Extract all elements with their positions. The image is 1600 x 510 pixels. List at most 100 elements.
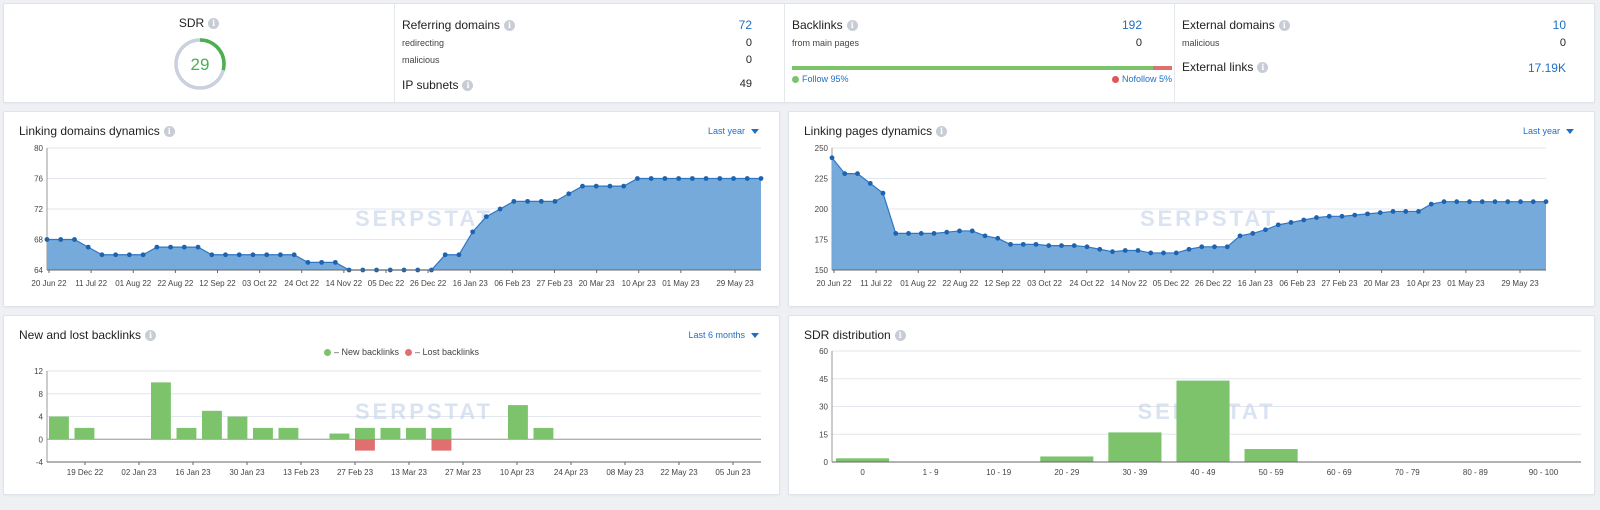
bar [836,458,890,462]
referring-row-label: redirecting [402,38,445,48]
x-tick-label: 05 Dec 22 [1153,279,1190,288]
info-icon[interactable]: i [1257,62,1269,74]
info-icon[interactable]: i [846,20,858,32]
data-point [305,259,311,265]
y-tick-label: -4 [36,458,44,467]
data-point [662,176,668,181]
data-point [1428,201,1434,207]
bar-new [431,427,452,440]
legend-new[interactable]: – New backlinks [324,347,399,357]
info-icon[interactable]: i [894,330,906,342]
data-point [1237,233,1243,239]
info-icon[interactable]: i [1278,20,1290,32]
data-point [1339,213,1345,219]
x-tick-label: 14 Nov 22 [1111,279,1148,288]
y-tick-label: 250 [815,144,829,153]
bar [1244,449,1298,462]
x-tick-label: 03 Oct 22 [1027,279,1062,288]
y-tick-label: 45 [819,375,828,384]
period-dropdown[interactable]: Last year [1523,126,1574,136]
data-point [332,259,338,265]
data-point [154,244,160,250]
data-point [497,206,503,212]
info-icon[interactable]: i [936,126,948,138]
legend-lost[interactable]: – Lost backlinks [405,347,479,357]
bar [1176,380,1230,462]
x-tick-label: 27 Mar 23 [445,468,482,477]
x-tick-label: 11 Jul 22 [75,279,107,288]
data-point [1505,199,1511,205]
info-icon[interactable]: i [504,20,516,32]
x-tick-label: 40 - 49 [1191,468,1216,477]
data-point [140,252,146,258]
external-block: External domains i 10 malicious 0 Externa… [1174,4,1596,104]
info-icon[interactable]: i [145,330,157,342]
y-tick-label: 8 [39,390,44,399]
data-point [703,176,709,181]
linking-pages-chart: 150 175 200 225 250 SERPSTAT 20 Jun 22 11 Jul 2… [815,144,1549,288]
chevron-down-icon [751,129,759,135]
data-point [842,171,848,177]
data-point [195,244,201,250]
x-tick-label: 16 Jan 23 [1238,279,1274,288]
data-point [607,183,613,189]
linking-pages-panel: Linking pages dynamics i Last year 150 175… [788,111,1595,307]
data-point [648,176,654,181]
linking-domains-chart: 64 68 72 76 80 SERPSTAT 20 Jun 22 11 Jul 22 01 A… [31,144,764,288]
y-tick-label: 72 [34,205,43,214]
data-point [1173,250,1179,256]
y-tick-label: 0 [824,458,829,467]
info-icon[interactable]: i [208,18,220,30]
external-domains-title: External domains [1182,18,1275,32]
backlinks-sub-value: 0 [1135,37,1142,49]
data-point [442,252,448,258]
external-links-value[interactable]: 17.19K [1527,61,1566,75]
x-tick-label: 29 May 23 [1501,279,1539,288]
data-point [1008,241,1013,247]
data-point [1250,231,1256,236]
x-tick-label: 01 May 23 [1447,279,1485,288]
external-domains-value[interactable]: 10 [1552,18,1566,32]
panel-title: Linking pages dynamics [804,124,933,138]
new-lost-panel: New and lost backlinks i Last 6 months – … [3,315,780,495]
info-icon[interactable]: i [163,126,175,138]
x-tick-label: 16 Jan 23 [453,279,489,288]
referring-value[interactable]: 72 [738,18,752,32]
period-dropdown[interactable]: Last 6 months [688,330,759,340]
x-tick-label: 24 Oct 22 [284,279,319,288]
bar-new [278,427,299,440]
period-dropdown[interactable]: Last year [708,126,759,136]
info-icon[interactable]: i [462,80,474,92]
data-point [758,176,764,181]
x-tick-label: 12 Sep 22 [199,279,236,288]
data-point [511,198,517,204]
data-point [525,198,530,204]
data-point [731,176,736,181]
area-fill [47,178,761,270]
bar [1108,432,1162,462]
follow-label: Follow 95% [802,74,849,84]
data-point [44,237,50,242]
data-point [58,237,64,242]
data-point [1288,220,1294,225]
x-tick-label: 90 - 100 [1529,468,1559,477]
data-point [538,198,544,204]
data-point [85,244,91,250]
x-tick-label: 12 Sep 22 [984,279,1021,288]
data-point [209,252,215,258]
sdr-value: 29 [191,55,210,74]
data-point [867,180,873,186]
data-point [1390,209,1396,214]
x-tick-label: 60 - 69 [1327,468,1352,477]
x-tick-label: 01 Aug 22 [115,279,152,288]
backlinks-value[interactable]: 192 [1121,18,1142,32]
panel-title: New and lost backlinks [19,328,142,342]
x-tick-label: 08 May 23 [606,468,644,477]
data-point [1263,227,1268,233]
data-point [278,252,283,258]
y-tick-label: 12 [34,367,43,376]
data-point [1416,209,1421,214]
backlinks-title: Backlinks [792,18,843,32]
data-point [483,214,489,220]
